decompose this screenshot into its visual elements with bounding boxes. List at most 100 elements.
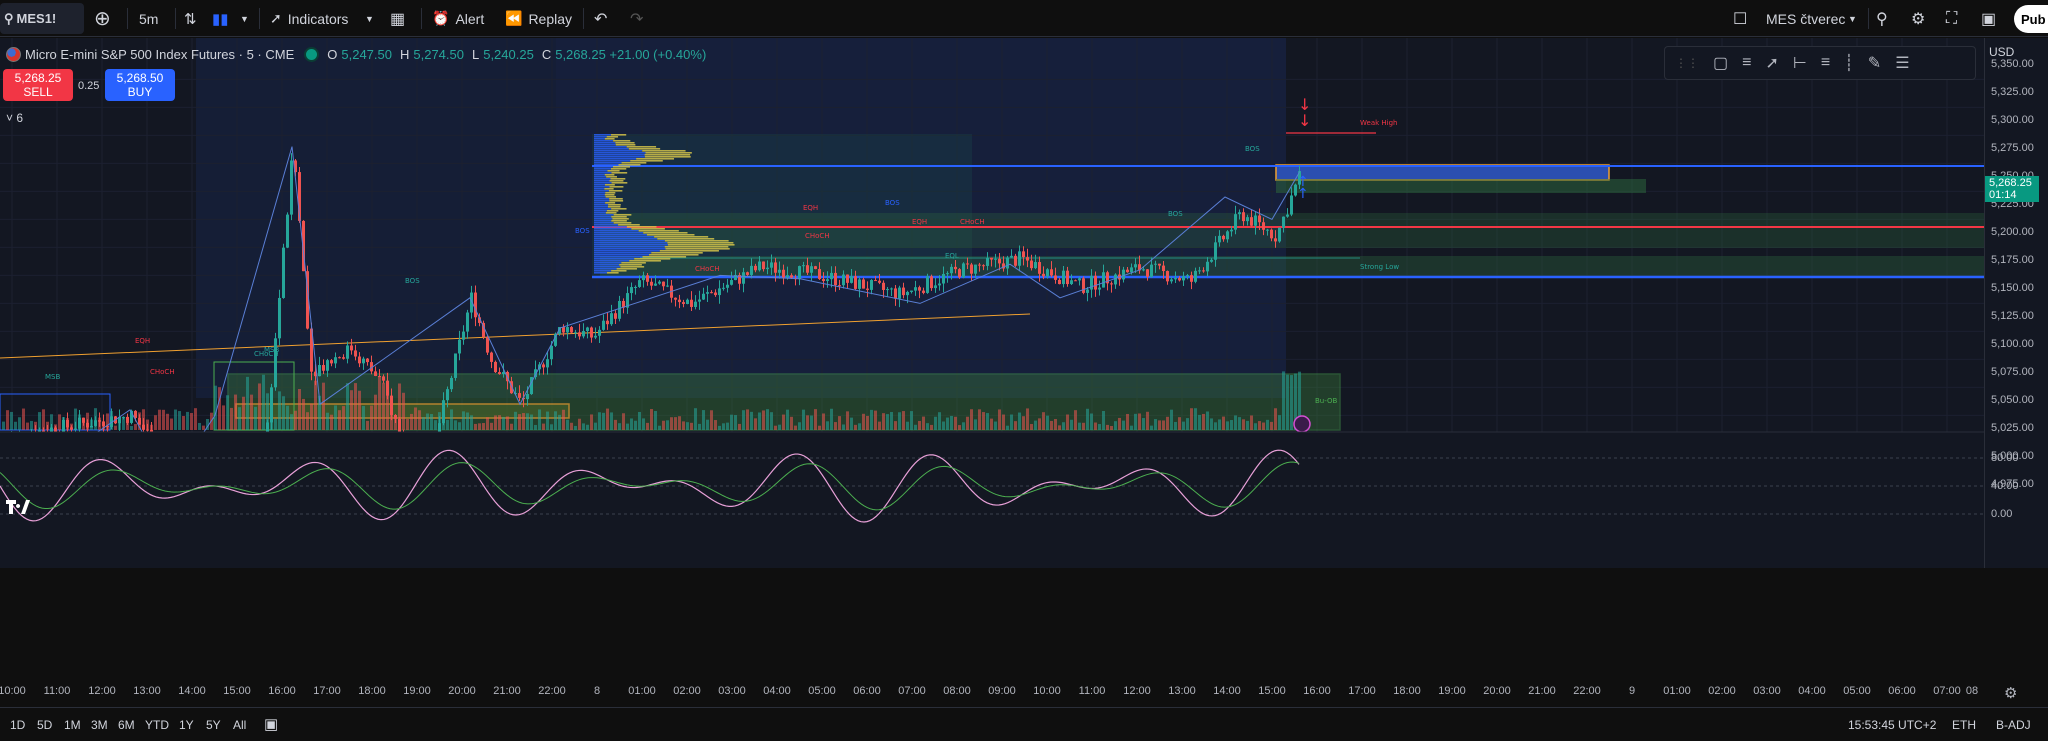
volume-bar — [390, 402, 393, 430]
fib-retracement-icon[interactable]: ≡ — [1742, 54, 1751, 72]
range-button-5y[interactable]: 5Y — [206, 718, 221, 732]
redo-icon[interactable]: ↷ — [630, 0, 643, 37]
candle — [1274, 238, 1277, 241]
publish-button[interactable]: Pub — [2014, 5, 2048, 33]
add-symbol-button[interactable]: ⊕ — [94, 0, 111, 37]
chart-pane[interactable]: ↓ ↓ ↑ ↑ Weak High Strong Low BOS BOS BOS BOS BOS CH… — [0, 38, 1984, 568]
range-button-6m[interactable]: 6M — [118, 718, 135, 732]
range-button-1y[interactable]: 1Y — [179, 718, 194, 732]
divider — [175, 8, 176, 29]
drag-handle-icon[interactable]: ⋮⋮ — [1675, 56, 1699, 70]
chevron-down-icon[interactable]: ▼ — [240, 0, 249, 37]
volume-bar — [962, 422, 965, 430]
chart-canvas[interactable]: ↓↓↑↑Weak HighStrong LowBOSBOSBOSBOSBOSCH… — [0, 38, 1984, 568]
time-label: 03:00 — [1753, 685, 1781, 697]
camera-icon[interactable]: ▣ — [1981, 0, 1996, 37]
time-label: 12:00 — [1123, 685, 1151, 697]
volume-bar — [30, 421, 33, 430]
volume-profile-bar — [608, 206, 621, 208]
layout-name[interactable]: MES čtverec — [1766, 0, 1845, 37]
candle — [966, 263, 969, 264]
candle — [1278, 228, 1281, 242]
range-button-all[interactable]: All — [233, 718, 246, 732]
candle — [1150, 265, 1153, 277]
candle — [730, 280, 733, 285]
candles-icon[interactable]: ▮▮ — [212, 0, 229, 37]
candle — [282, 248, 285, 298]
indicators-collapse-toggle[interactable]: ˅ 6 — [6, 111, 23, 125]
menu-icon[interactable]: ☰ — [1895, 53, 1909, 73]
candle — [1226, 231, 1229, 239]
currency-selector[interactable]: USD — [1989, 45, 2014, 59]
volume-profile-bar — [629, 148, 660, 150]
range-button-3m[interactable]: 3M — [91, 718, 108, 732]
chevron-down-icon[interactable]: ▼ — [365, 0, 374, 37]
time-label: 02:00 — [673, 685, 701, 697]
layout-grid-icon[interactable]: ▦ — [390, 0, 405, 37]
candle — [770, 262, 773, 267]
adjustment-toggle[interactable]: B-ADJ — [1996, 718, 2031, 732]
indicators-button[interactable]: ➚ Indicators — [270, 0, 348, 37]
pen-icon[interactable]: ✎ — [1868, 53, 1881, 73]
volume-bar — [1182, 422, 1185, 430]
vertical-line-icon[interactable]: ┊ — [1844, 53, 1854, 73]
replay-button[interactable]: ⏪ Replay — [505, 0, 572, 37]
price-axis[interactable]: USD 5,350.005,325.005,300.005,275.005,25… — [1984, 38, 2048, 568]
checkbox-icon[interactable]: ☐ — [1733, 0, 1747, 37]
buy-button[interactable]: 5,268.50 BUY — [105, 69, 175, 101]
volume-profile-bar — [594, 260, 629, 262]
date-range-icon[interactable]: ▣ — [264, 715, 278, 733]
spread-value: 0.25 — [78, 80, 99, 92]
range-button-ytd[interactable]: YTD — [145, 718, 169, 732]
volume-bar — [1030, 424, 1033, 430]
alert-button[interactable]: ⏰ Alert — [432, 0, 484, 37]
volume-bar — [430, 414, 433, 430]
session-toggle[interactable]: ETH — [1952, 718, 1976, 732]
clock[interactable]: 15:53:45 UTC+2 — [1848, 718, 1936, 732]
volume-profile-bar — [594, 190, 609, 192]
interval-button[interactable]: 5m — [139, 0, 158, 37]
pitchfork-icon[interactable]: ⊢ — [1793, 53, 1807, 73]
symbol-search[interactable]: ⚲ MES1! — [0, 3, 84, 34]
chart-settings-gear-icon[interactable]: ⚙ — [2004, 684, 2017, 702]
price-label: 5,025.00 — [1991, 422, 2034, 434]
volume-bar — [882, 413, 885, 430]
volume-bar — [806, 415, 809, 430]
range-button-1m[interactable]: 1M — [64, 718, 81, 732]
range-button-1d[interactable]: 1D — [10, 718, 25, 732]
candle — [518, 393, 521, 398]
volume-bar — [954, 417, 957, 430]
range-button-5d[interactable]: 5D — [37, 718, 52, 732]
volume-profile-bar — [620, 266, 644, 268]
candle — [1078, 278, 1081, 280]
volume-bar — [418, 410, 421, 430]
volume-bar — [1026, 408, 1029, 430]
volume-bar — [494, 415, 497, 430]
bar-style-icon[interactable]: ⇅ — [184, 0, 197, 37]
quick-search-icon[interactable]: ⚲ — [1876, 0, 1888, 37]
time-axis[interactable]: 10:00 11:00 12:00 13:00 14:00 15:00 16:00 17:00… — [0, 682, 1984, 702]
settings-gear-icon[interactable]: ⚙ — [1911, 0, 1925, 37]
candle — [978, 265, 981, 266]
volume-profile-bar — [594, 180, 609, 182]
rectangle-icon[interactable]: ▢ — [1713, 53, 1728, 73]
undo-icon[interactable]: ↶ — [594, 0, 607, 37]
parallel-channel-icon[interactable]: ≡ — [1821, 54, 1830, 72]
volume-profile-bar — [611, 208, 626, 210]
volume-bar — [1090, 413, 1093, 430]
volume-profile-bar — [594, 184, 605, 186]
candle — [918, 287, 921, 290]
candle — [954, 267, 957, 269]
volume-bar — [1054, 419, 1057, 430]
candle — [878, 281, 881, 283]
volume-bar — [1122, 421, 1125, 430]
volume-bar — [1278, 415, 1281, 430]
sell-button[interactable]: 5,268.25 SELL — [3, 69, 73, 101]
volume-profile-bar — [594, 174, 605, 176]
fullscreen-icon[interactable]: ⛶ — [1946, 0, 1957, 37]
trend-line-icon[interactable]: ➚ — [1765, 53, 1778, 73]
candle — [914, 287, 917, 290]
volume-profile-bar — [594, 206, 608, 208]
volume-profile-bar — [594, 240, 665, 242]
chevron-down-icon[interactable]: ▼ — [1848, 0, 1857, 37]
